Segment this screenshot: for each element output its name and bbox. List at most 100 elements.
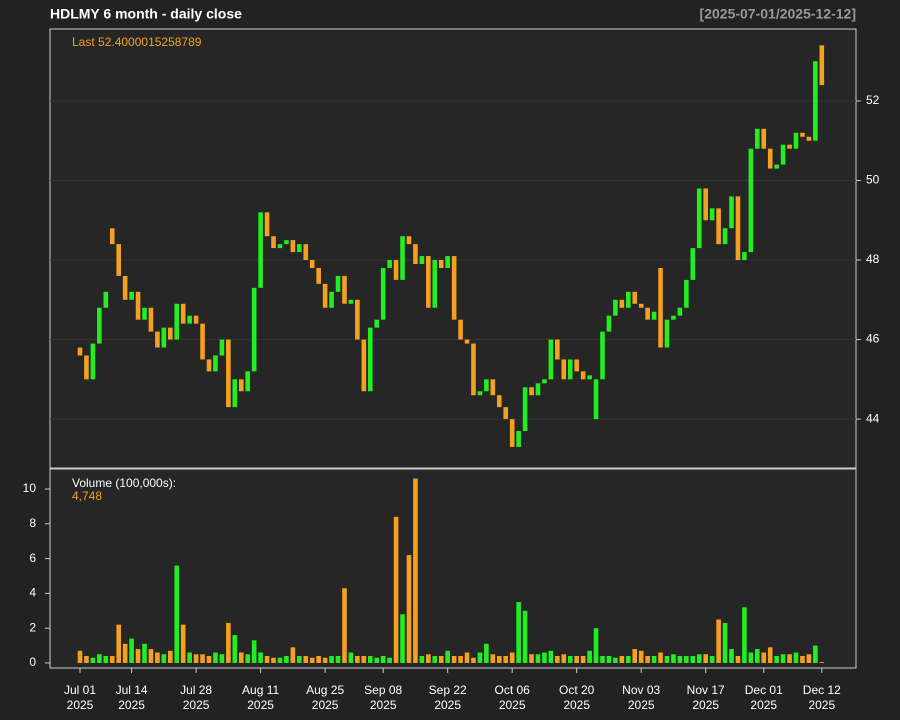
volume-bar (271, 657, 276, 663)
volume-bar (193, 654, 199, 663)
volume-bar (200, 654, 205, 663)
volume-panel (49, 468, 857, 669)
candle (458, 319, 463, 340)
volume-bar (671, 654, 676, 663)
candle (529, 387, 534, 396)
volume-bar (342, 588, 347, 663)
volume-bar (206, 655, 212, 663)
candle (226, 339, 231, 408)
volume-bar (632, 649, 638, 663)
candle (477, 391, 483, 396)
volume-bar (567, 655, 573, 663)
volume-bar (735, 655, 741, 663)
x-tick-label: Oct 20 (559, 683, 595, 697)
volume-bar (684, 655, 689, 663)
candle (251, 287, 257, 372)
candle (355, 299, 360, 340)
x-tick-label: Aug 25 (306, 683, 344, 697)
candle (664, 319, 670, 348)
y-tick-label: 8 (29, 516, 36, 530)
y-tick-label: 0 (29, 655, 36, 669)
candle (277, 244, 283, 249)
volume-bar (148, 649, 154, 663)
candle (135, 291, 141, 320)
volume-bar (180, 624, 186, 663)
volume-bar (593, 628, 599, 663)
volume-bar (787, 654, 792, 663)
volume-bar (645, 655, 650, 663)
volume-bar (496, 655, 502, 663)
candle (335, 275, 341, 292)
candle (393, 260, 399, 280)
candle (148, 307, 154, 332)
x-tick-sublabel: 2025 (312, 698, 339, 712)
volume-bar (251, 640, 257, 663)
volume-bar (529, 654, 534, 663)
volume-bar (232, 635, 238, 663)
candle (161, 327, 167, 348)
candle (774, 164, 779, 169)
volume-bar (767, 647, 773, 663)
volume-bar (129, 638, 134, 663)
y-tick-label: 52 (866, 93, 880, 107)
volume-bar (438, 655, 444, 663)
volume-bar (142, 643, 147, 663)
candle (490, 379, 496, 396)
volume-annotation: 4,748 (72, 489, 102, 503)
volume-bar (522, 610, 528, 663)
x-tick-sublabel: 2025 (750, 698, 777, 712)
candle (806, 136, 812, 141)
volume-bar (103, 655, 109, 663)
candle (645, 307, 650, 320)
volume-bar (535, 654, 541, 663)
volume-bar (709, 655, 715, 663)
date-range: [2025-07-01/2025-12-12] (700, 6, 856, 22)
candle (535, 383, 541, 396)
candle (755, 128, 760, 149)
candle (322, 283, 328, 308)
volume-bar (135, 649, 141, 663)
candle (593, 379, 599, 420)
volume-bar (542, 652, 547, 663)
candle (606, 315, 612, 332)
candle (168, 327, 173, 340)
candle (187, 315, 192, 324)
volume-bar (77, 650, 83, 663)
x-tick-label: Nov 03 (622, 683, 660, 697)
volume-bar (509, 652, 515, 663)
candle (813, 61, 818, 141)
volume-bar (155, 652, 160, 663)
candle (309, 260, 315, 268)
candle (658, 267, 663, 348)
volume-bar (316, 655, 321, 663)
x-tick-label: Oct 06 (495, 683, 531, 697)
volume-bar (84, 655, 89, 663)
volume-bar (464, 652, 470, 663)
candle (193, 315, 199, 324)
candle (232, 379, 238, 408)
volume-bar (755, 649, 760, 663)
volume-bar (555, 655, 560, 663)
candle (780, 144, 786, 165)
volume-bar (90, 657, 96, 663)
candle (206, 359, 212, 372)
volume-bar (638, 650, 644, 663)
volume-bar (355, 655, 360, 663)
volume-bar (264, 655, 270, 663)
candle (496, 395, 502, 408)
candle (567, 359, 573, 380)
candle (625, 291, 631, 308)
candle (426, 256, 431, 308)
volume-bar (393, 516, 399, 663)
x-tick-sublabel: 2025 (67, 698, 94, 712)
candle (555, 339, 560, 360)
volume-bar (606, 655, 612, 663)
candle (587, 375, 592, 380)
candle (503, 407, 509, 420)
volume-bar (168, 650, 173, 663)
candle (238, 379, 244, 392)
candle (709, 208, 715, 221)
volume-bar (322, 657, 328, 663)
